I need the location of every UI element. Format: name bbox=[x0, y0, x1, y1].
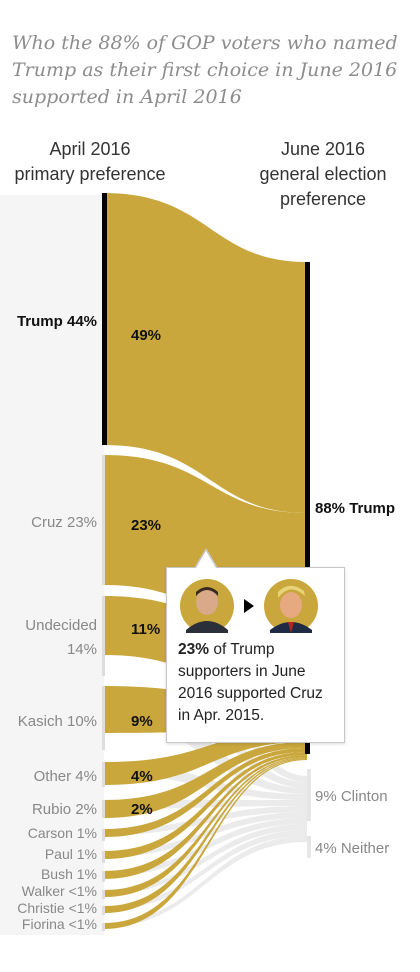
left-label-carson: Carson 1% bbox=[28, 825, 97, 841]
flow-ribbon-carson bbox=[104, 748, 307, 837]
left-node-bar-kasich bbox=[102, 686, 105, 750]
tooltip-arrow-inner bbox=[196, 551, 216, 568]
left-node-bar-undecided bbox=[102, 596, 105, 676]
clinton-node-bar bbox=[307, 769, 311, 821]
left-label-cruz: Cruz 23% bbox=[31, 514, 97, 531]
left-label-trump: Trump 44% bbox=[17, 313, 97, 330]
left-node-bar-cruz bbox=[102, 455, 105, 585]
flow-ribbon-trump bbox=[104, 193, 307, 513]
flow-label-kasich: 9% bbox=[131, 713, 153, 730]
tooltip-body: of Trump supporters in June 2016 support… bbox=[178, 641, 323, 724]
cruz-portrait-icon bbox=[180, 579, 234, 633]
left-label-christie: Christie <1% bbox=[17, 900, 97, 916]
right-label-clinton: 9% Clinton bbox=[315, 788, 388, 805]
flow-label-other: 4% bbox=[131, 768, 153, 785]
left-node-bar-carson bbox=[102, 829, 105, 841]
left-label-other: Other 4% bbox=[34, 768, 97, 785]
gray-flow-ribbon bbox=[104, 824, 307, 895]
trump-portrait-icon bbox=[264, 579, 318, 633]
flow-ribbon-other bbox=[104, 729, 307, 785]
right-label-neither: 4% Neither bbox=[315, 840, 389, 857]
flow-label-cruz: 23% bbox=[131, 517, 161, 534]
right-column-header-line2: general election bbox=[259, 164, 387, 184]
tooltip-bold-percent: 23% bbox=[178, 641, 210, 658]
right-node-bar-trump bbox=[305, 262, 310, 754]
left-node-bar-fiorina bbox=[102, 923, 105, 931]
gray-flow-ribbon bbox=[104, 836, 307, 927]
left-label-rubio: Rubio 2% bbox=[32, 801, 97, 818]
left-column-header-line2: primary preference bbox=[14, 164, 166, 184]
tooltip-portraits bbox=[180, 579, 318, 633]
left-label-undecided: Undecided bbox=[25, 617, 97, 634]
right-column-header-line3: preference bbox=[279, 189, 367, 209]
arrow-right-icon bbox=[244, 599, 254, 613]
left-node-bar-christie bbox=[102, 906, 105, 915]
left-column-header-line1: April 2016 bbox=[49, 139, 131, 159]
flow-ribbon-bush bbox=[104, 755, 307, 879]
left-label-bush: Bush 1% bbox=[41, 866, 97, 882]
right-label-trump: 88% Trump bbox=[315, 500, 395, 517]
neither-node-bar bbox=[307, 836, 311, 858]
left-label-walker: Walker <1% bbox=[22, 883, 97, 899]
left-node-bar-paul bbox=[102, 851, 105, 863]
left-label-paul: Paul 1% bbox=[45, 846, 97, 862]
tooltip-text: 23% of Trump supporters in June 2016 sup… bbox=[178, 639, 338, 727]
gray-flow-ribbon bbox=[104, 830, 307, 911]
left-node-bar-rubio bbox=[102, 800, 105, 818]
left-gray-band bbox=[0, 195, 104, 935]
left-node-bar-walker bbox=[102, 890, 105, 899]
flow-ribbon-paul bbox=[104, 752, 307, 859]
left-node-bar-bush bbox=[102, 871, 105, 882]
left-node-bar-other bbox=[102, 762, 105, 787]
chart-title: Who the 88% of GOP voters who named Trum… bbox=[12, 32, 398, 108]
right-column-header-line1: June 2016 bbox=[280, 139, 366, 159]
left-value-undecided: 14% bbox=[67, 641, 97, 658]
flow-label-rubio: 2% bbox=[131, 801, 153, 818]
flow-label-trump: 49% bbox=[131, 327, 161, 344]
gray-flow-ribbon bbox=[104, 812, 307, 857]
left-node-bar-trump bbox=[102, 193, 107, 445]
flow-ribbon-rubio bbox=[104, 742, 307, 818]
left-label-kasich: Kasich 10% bbox=[18, 713, 97, 730]
left-label-fiorina: Fiorina <1% bbox=[22, 916, 97, 932]
flow-label-undecided: 11% bbox=[131, 621, 160, 638]
